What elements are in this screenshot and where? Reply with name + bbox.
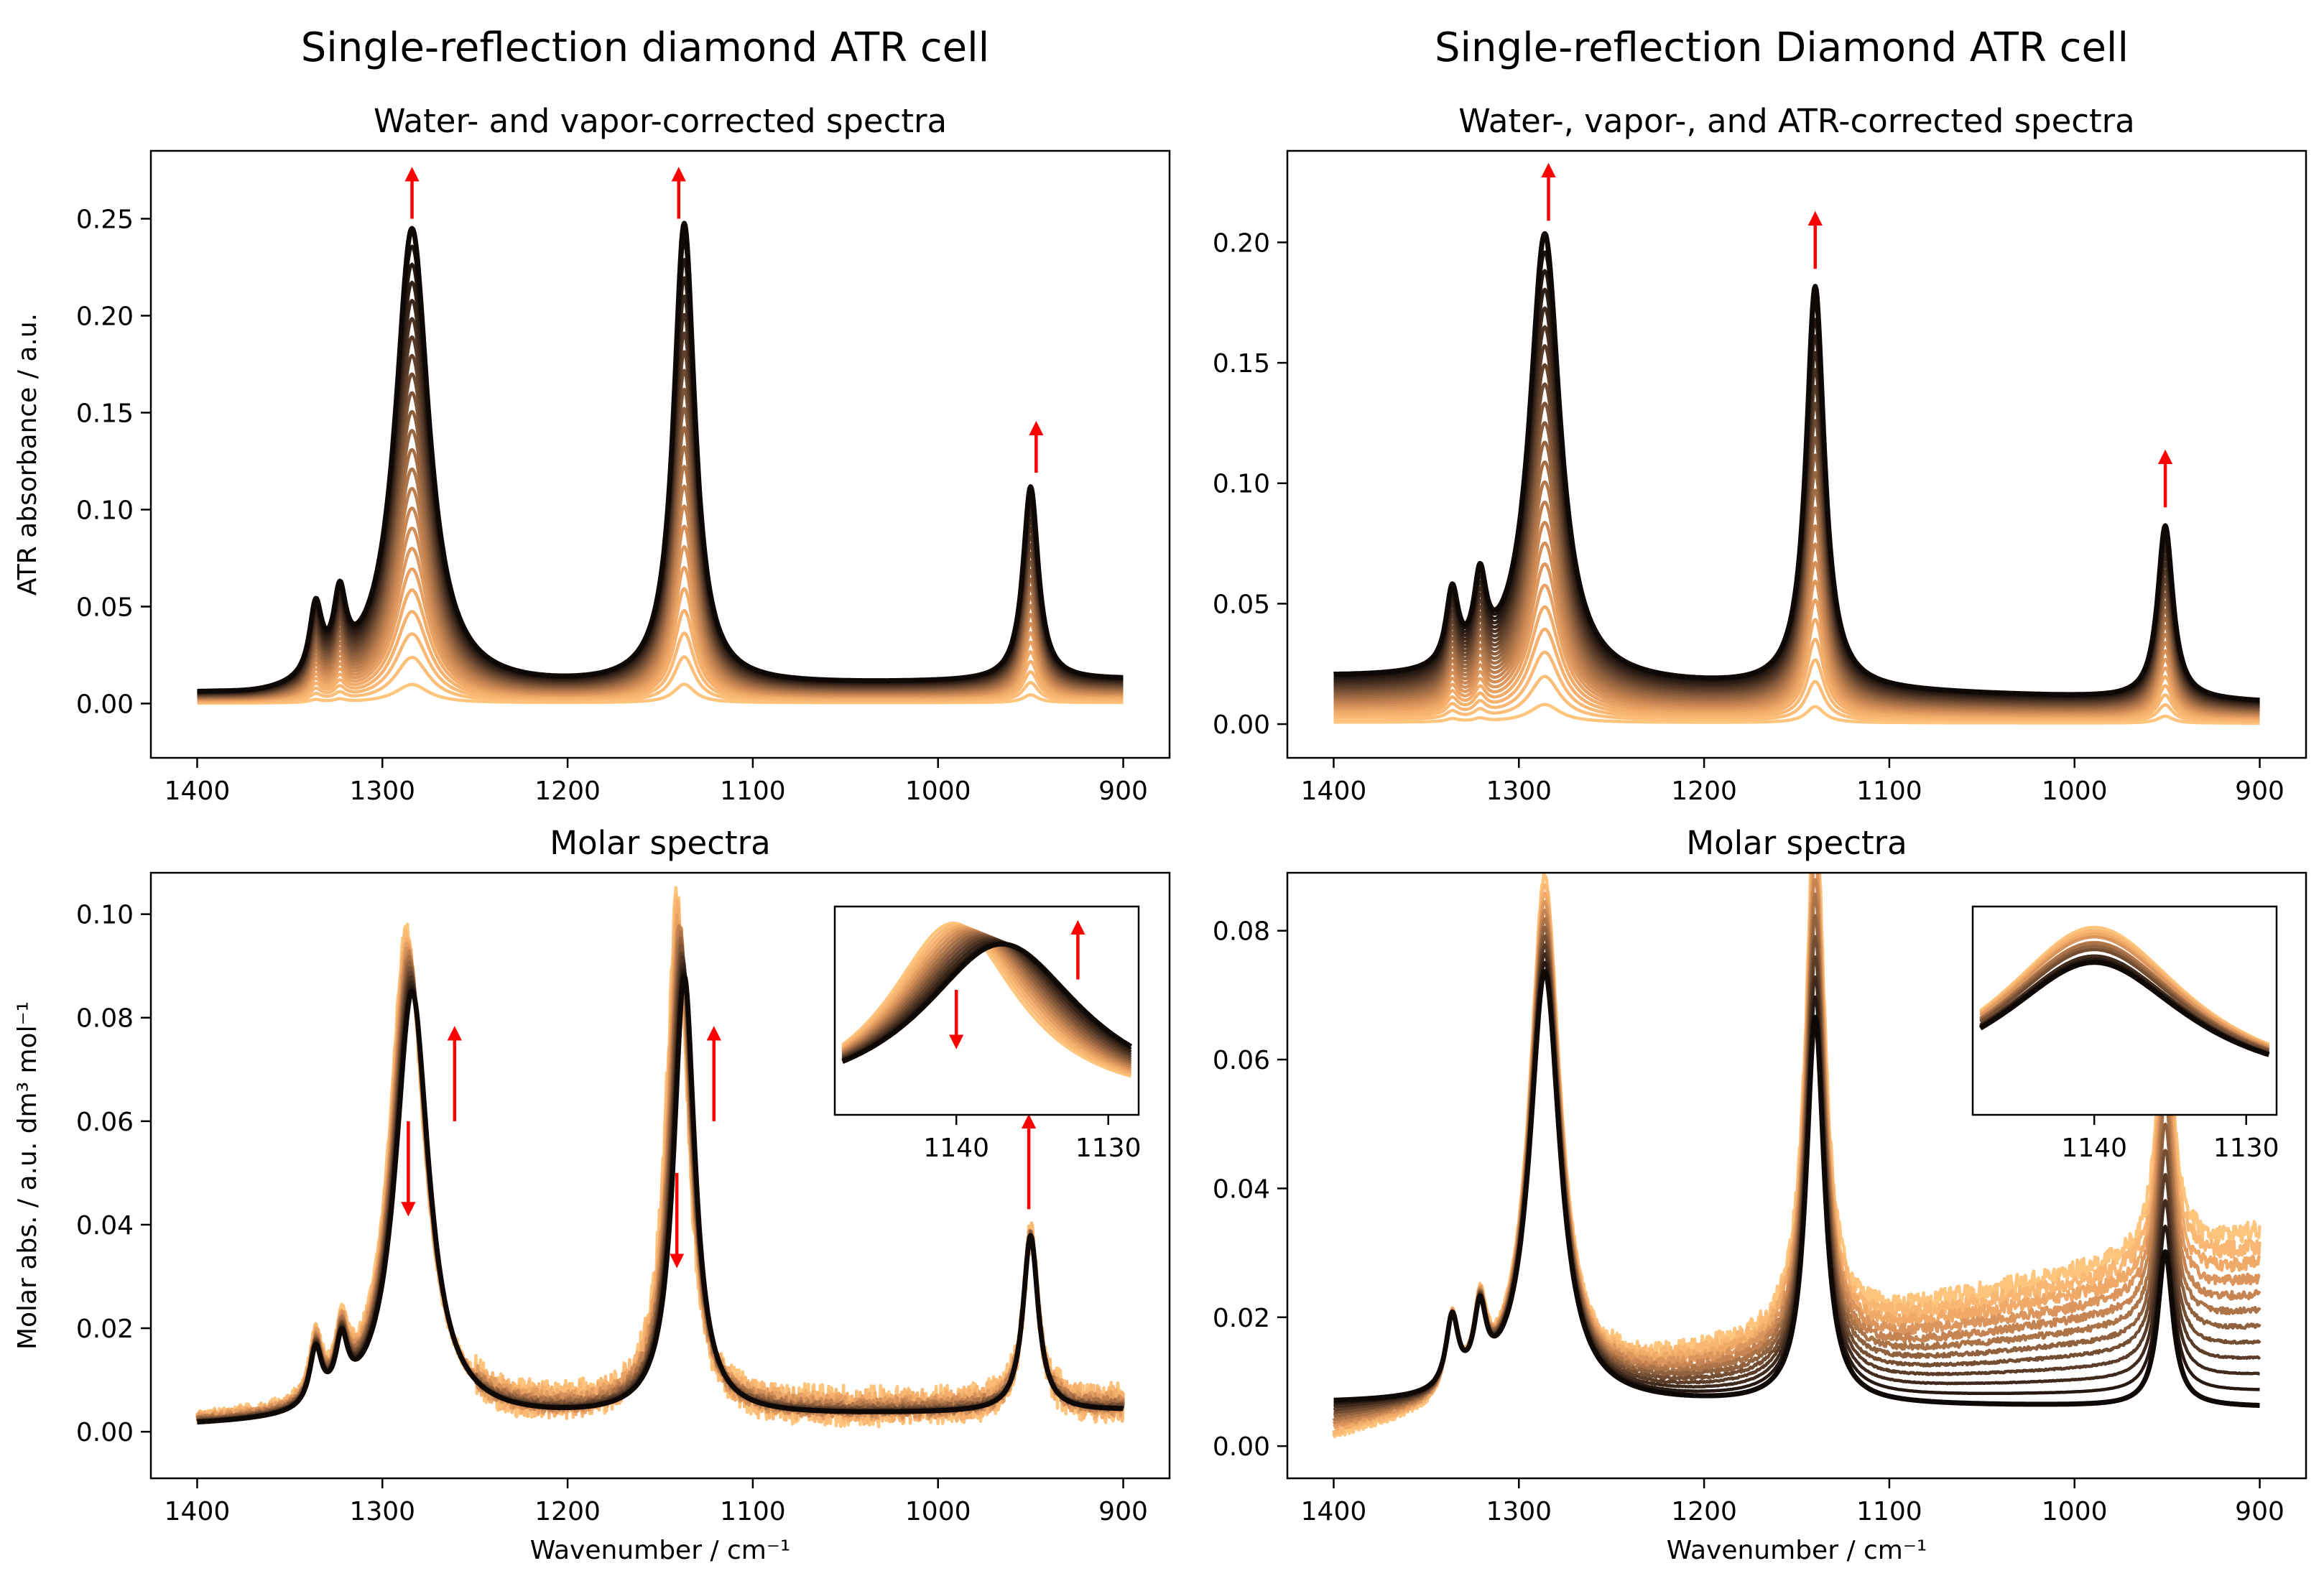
y-tick-label: 0.25 — [76, 205, 134, 234]
y-axis-label: Molar abs. / a.u. dm³ mol⁻¹ — [13, 1001, 42, 1350]
axes-frame — [149, 871, 1171, 1480]
x-tick-label: 900 — [1098, 777, 1148, 806]
series-group — [195, 221, 1125, 705]
x-tick-label: 1400 — [1301, 1497, 1367, 1526]
axes-frame — [149, 149, 1171, 759]
y-tick-label: 0.02 — [1213, 1304, 1270, 1333]
x-tick-label: 1100 — [1856, 777, 1922, 806]
y-tick-label: 0.00 — [1213, 710, 1270, 740]
y-tick-label: 0.00 — [76, 690, 134, 719]
series-line-1 — [1333, 703, 2261, 725]
x-tick-label: 1200 — [534, 1497, 601, 1526]
y-tick-label: 0.15 — [1213, 349, 1270, 379]
y-tick-label: 0.06 — [76, 1108, 134, 1137]
x-tick-label: 1100 — [720, 777, 786, 806]
y-tick-label: 0.02 — [76, 1315, 134, 1344]
series-line-12 — [1332, 968, 2261, 1408]
y-tick-label: 0.00 — [76, 1418, 134, 1447]
x-tick-label: 1000 — [2042, 777, 2108, 806]
left-column-title: Single-reflection diamond ATR cell — [301, 24, 990, 71]
inset-x-tick-label: 1130 — [2213, 1134, 2279, 1163]
inset-frame — [1971, 905, 2278, 1116]
series-line-24 — [1332, 231, 2261, 703]
x-tick-label: 1000 — [905, 1497, 971, 1526]
y-tick-label: 0.04 — [76, 1211, 134, 1241]
y-axis-label: ATR absorbance / a.u. — [13, 313, 42, 595]
y-tick-label: 0.05 — [1213, 590, 1270, 619]
panel-bottom-right: 1400 1300 1200 1100 1000 900 0.00 0.02 0.04 0.06 0… — [1213, 824, 2307, 1565]
series-line-14 — [195, 973, 1125, 1425]
panel-title: Water- and vapor-corrected spectra — [374, 102, 947, 140]
x-tick-label: 1200 — [534, 777, 601, 806]
x-tick-label: 1000 — [2042, 1497, 2108, 1526]
x-tick-label: 1400 — [165, 1497, 231, 1526]
inset-series-line-8 — [1979, 947, 2270, 1053]
series-group — [1332, 231, 2261, 725]
panel-top-right: 1400 1300 1200 1100 1000 900 0.00 0.05 0.10 0.15 0… — [1213, 102, 2307, 806]
right-column-title: Single-reflection Diamond ATR cell — [1435, 24, 2129, 71]
inset-series-line-1 — [841, 921, 1132, 1078]
series-group — [1332, 873, 2261, 1439]
inset-series-line-10 — [841, 936, 1132, 1059]
inset-x-tick-label: 1130 — [1075, 1134, 1142, 1163]
x-tick-label: 1200 — [1671, 777, 1737, 806]
inset-series-line-12 — [1978, 960, 2270, 1057]
axes-frame — [1286, 149, 2307, 759]
y-tick-label: 0.20 — [76, 302, 134, 331]
inset-series-line-14 — [841, 941, 1133, 1064]
x-tick-label: 1100 — [720, 1497, 786, 1526]
series-group — [195, 886, 1125, 1429]
inset-x-tick-label: 1140 — [923, 1134, 989, 1163]
x-tick-label: 1400 — [1301, 777, 1367, 806]
y-tick-label: 0.08 — [76, 1004, 134, 1034]
x-tick-label: 900 — [2235, 1497, 2284, 1526]
y-tick-label: 0.10 — [1213, 470, 1270, 499]
x-tick-label: 1000 — [905, 777, 971, 806]
panel-title: Molar spectra — [1686, 824, 1907, 862]
x-axis-label: Wavenumber / cm⁻¹ — [1667, 1536, 1927, 1565]
y-tick-label: 0.00 — [1213, 1432, 1270, 1462]
y-tick-label: 0.15 — [76, 399, 134, 428]
axes-frame — [1286, 871, 2307, 1480]
y-tick-label: 0.20 — [1213, 228, 1270, 258]
x-tick-label: 1100 — [1856, 1497, 1922, 1526]
series-line-24 — [195, 221, 1125, 694]
x-tick-label: 1300 — [1486, 777, 1552, 806]
x-tick-label: 1300 — [349, 1497, 415, 1526]
inset-x-tick-label: 1140 — [2061, 1134, 2127, 1163]
y-tick-label: 0.04 — [1213, 1174, 1270, 1204]
y-tick-label: 0.08 — [1213, 917, 1270, 947]
x-tick-label: 1400 — [165, 777, 231, 806]
inset-frame — [833, 905, 1140, 1116]
panel-top-left: 1400 1300 1200 1100 1000 900 0.00 0.05 0.10 0.15 0… — [13, 102, 1171, 806]
y-tick-label: 0.10 — [76, 901, 134, 930]
panel-bottom-left: 1400 1300 1200 1100 1000 900 0.00 0.02 0.04 0.06 0… — [13, 824, 1171, 1565]
panel-title: Water-, vapor-, and ATR-corrected spectr… — [1458, 102, 2134, 140]
panel-title: Molar spectra — [550, 824, 770, 862]
inset-bottom-right: 1140 1130 — [1971, 905, 2279, 1163]
y-tick-label: 0.10 — [76, 496, 134, 525]
y-tick-label: 0.05 — [76, 593, 134, 622]
y-tick-label: 0.06 — [1213, 1046, 1270, 1075]
x-tick-label: 900 — [2235, 777, 2284, 806]
inset-series-line-4 — [1979, 935, 2270, 1049]
x-tick-label: 1300 — [349, 777, 415, 806]
x-tick-label: 900 — [1098, 1497, 1148, 1526]
inset-series-line-12 — [841, 939, 1132, 1061]
inset-bottom-left: 1140 1130 — [833, 905, 1142, 1163]
x-tick-label: 1300 — [1486, 1497, 1552, 1526]
x-tick-label: 1200 — [1671, 1497, 1737, 1526]
x-axis-label: Wavenumber / cm⁻¹ — [530, 1536, 791, 1565]
inset-series-line-11 — [841, 937, 1132, 1060]
